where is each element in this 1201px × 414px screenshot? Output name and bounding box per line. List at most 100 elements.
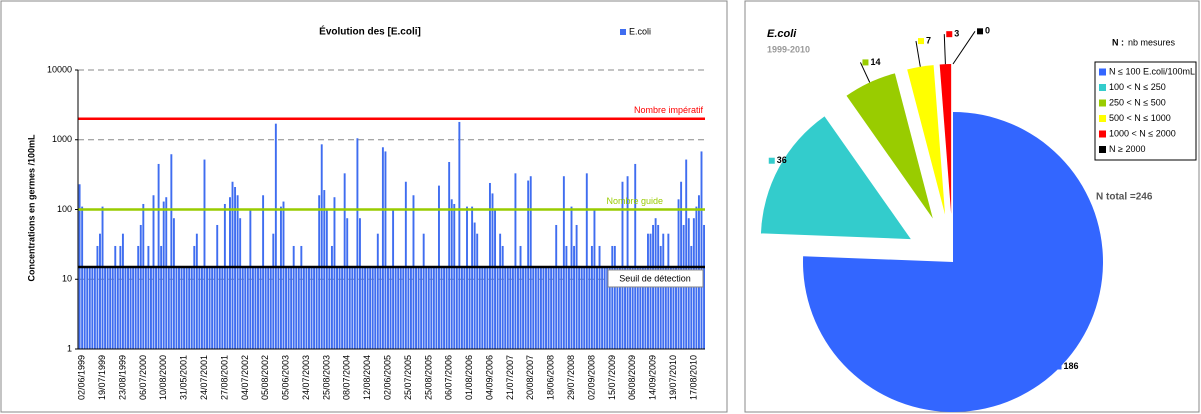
bar — [320, 144, 323, 349]
bar — [287, 266, 290, 349]
bar — [246, 266, 249, 349]
bar — [328, 266, 331, 349]
bar — [664, 266, 667, 349]
bar — [611, 245, 614, 349]
bar — [366, 266, 369, 349]
bar — [206, 266, 208, 349]
bar — [539, 266, 542, 349]
bar — [167, 266, 170, 349]
y-tick-label: 100 — [57, 204, 72, 214]
bar — [277, 266, 280, 349]
bar — [555, 224, 558, 349]
bar — [86, 266, 89, 349]
x-tick-label: 02/06/2005 — [383, 355, 393, 400]
y-tick-label: 10000 — [47, 64, 72, 74]
bar — [267, 266, 270, 349]
bar — [162, 201, 165, 349]
reference-label-box — [607, 269, 704, 288]
bar — [185, 266, 188, 349]
bar — [588, 266, 591, 349]
value-label: 7 — [926, 35, 931, 45]
bar — [155, 266, 158, 349]
bar — [175, 266, 178, 349]
bar — [364, 266, 367, 349]
bar — [613, 245, 616, 349]
bar — [116, 266, 119, 349]
x-tick-label: 04/07/2002 — [240, 355, 250, 400]
bar — [272, 233, 275, 349]
bar — [550, 266, 553, 349]
legend-label: 100 < N ≤ 250 — [1109, 82, 1166, 92]
bar — [290, 266, 293, 349]
bar — [180, 266, 183, 349]
legend-swatch — [1099, 84, 1106, 91]
bar — [249, 209, 252, 349]
bar — [399, 266, 402, 349]
bar — [264, 266, 267, 349]
bar — [292, 245, 295, 349]
bar — [649, 233, 652, 349]
bar — [198, 266, 201, 349]
bar — [634, 163, 637, 349]
legend-note: nb mesures — [1128, 37, 1176, 47]
bar — [606, 266, 609, 349]
bar — [302, 266, 305, 349]
bar — [203, 159, 206, 349]
legend-label: E.coli — [629, 26, 651, 36]
bar — [450, 199, 453, 349]
leader-line — [915, 40, 921, 67]
x-tick-label: 05/06/2003 — [281, 355, 291, 400]
bar — [532, 266, 535, 349]
bar — [127, 266, 129, 349]
bar — [494, 209, 496, 349]
bar — [297, 266, 300, 349]
bar — [139, 224, 142, 349]
bar — [374, 266, 377, 349]
bar — [636, 266, 639, 349]
bar — [361, 266, 364, 349]
y-tick-label: 1 — [67, 343, 72, 353]
reference-label: Seuil de détection — [619, 273, 691, 283]
bar — [460, 266, 463, 349]
bar — [341, 266, 344, 349]
bar — [371, 266, 374, 349]
bar — [229, 197, 231, 349]
bar — [132, 266, 135, 349]
x-tick-label: 19/07/2010 — [668, 355, 678, 400]
bar — [323, 190, 326, 349]
bar — [463, 266, 466, 349]
bar — [353, 266, 356, 349]
y-tick-label: 10 — [62, 274, 72, 284]
bar — [346, 218, 349, 349]
x-tick-label: 29/07/2008 — [566, 355, 576, 400]
bar — [119, 245, 122, 349]
pie-slice — [907, 65, 946, 215]
bar — [333, 197, 336, 349]
bar — [547, 266, 550, 349]
legend-key: N : — [1112, 37, 1124, 47]
bar — [545, 266, 547, 349]
bar — [568, 266, 570, 349]
pie-slice — [760, 116, 911, 240]
bar — [517, 266, 519, 349]
bar — [557, 266, 560, 349]
bar — [172, 218, 175, 349]
leader-line — [952, 31, 976, 65]
bar — [647, 233, 649, 349]
bar — [144, 266, 147, 349]
bar — [394, 266, 397, 349]
bar — [639, 266, 642, 349]
bar — [608, 266, 611, 349]
x-tick-label: 04/09/2006 — [484, 355, 494, 400]
bar — [236, 195, 239, 349]
bar — [662, 233, 665, 349]
bar — [359, 218, 361, 349]
bar — [251, 266, 254, 349]
bar — [417, 266, 420, 349]
bar — [491, 193, 494, 349]
bar — [501, 245, 504, 349]
legend-swatch — [1099, 99, 1106, 107]
legend-swatch — [1099, 115, 1106, 122]
bar — [629, 266, 632, 349]
